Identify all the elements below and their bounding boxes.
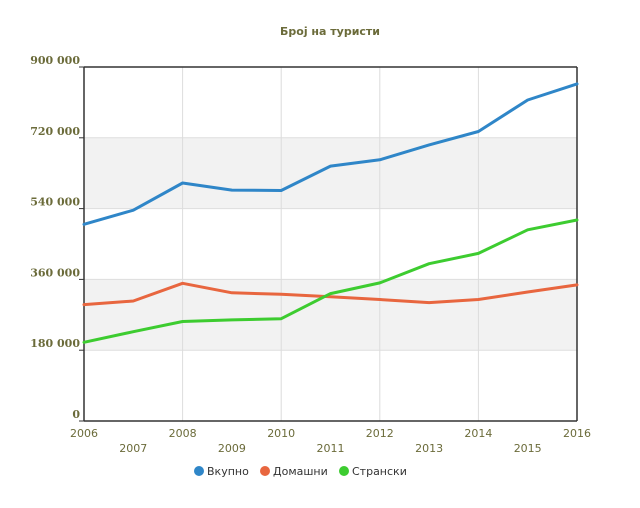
legend-item-Странски[interactable]: Странски (339, 465, 407, 478)
grid (83, 66, 578, 422)
x-tick-label: 2011 (317, 442, 345, 455)
series-line-Вкупно (82, 82, 579, 226)
x-tick-label: 2015 (514, 442, 542, 455)
legend-item-Домашни[interactable]: Домашни (260, 465, 328, 478)
y-tick-label: 900 000 (30, 54, 80, 67)
legend-marker (194, 466, 204, 476)
chart-title: Број на туристи (280, 25, 380, 38)
legend-marker (339, 466, 349, 476)
series-line-Домашни (82, 281, 579, 307)
y-tick-label: 540 000 (30, 196, 80, 209)
x-tick-label: 2010 (267, 427, 295, 440)
x-tick-label: 2009 (218, 442, 246, 455)
y-tick-labels: 0 180 000 360 000 540 000 720 000 900 000 (30, 54, 80, 421)
y-tick-label: 180 000 (30, 337, 80, 350)
series-lines (82, 82, 579, 344)
x-tick-label: 2008 (169, 427, 197, 440)
y-tick-label: 360 000 (30, 266, 80, 279)
axes (79, 66, 578, 422)
x-tick-label: 2012 (366, 427, 394, 440)
legend-item-Вкупно[interactable]: Вкупно (194, 465, 249, 478)
legend-marker (260, 466, 270, 476)
x-tick-label: 2013 (415, 442, 443, 455)
x-tick-label: 2006 (70, 427, 98, 440)
x-tick-labels: 2006 2007 2008 2009 2010 2011 2012 2013 2014 2015… (70, 427, 591, 455)
x-tick-label: 2014 (464, 427, 492, 440)
plot-band (84, 279, 577, 351)
legend-label: Странски (352, 465, 407, 478)
plot-band (84, 137, 577, 209)
legend-label: Домашни (273, 465, 328, 478)
plot-bands (84, 137, 577, 351)
y-tick-label: 720 000 (30, 125, 80, 138)
legend-label: Вкупно (207, 465, 249, 478)
legend[interactable]: Вкупно Домашни Странски (194, 465, 407, 478)
y-tick-label: 0 (72, 408, 80, 421)
x-tick-label: 2007 (119, 442, 147, 455)
series-line-Странски (82, 218, 579, 344)
x-tick-label: 2016 (563, 427, 591, 440)
